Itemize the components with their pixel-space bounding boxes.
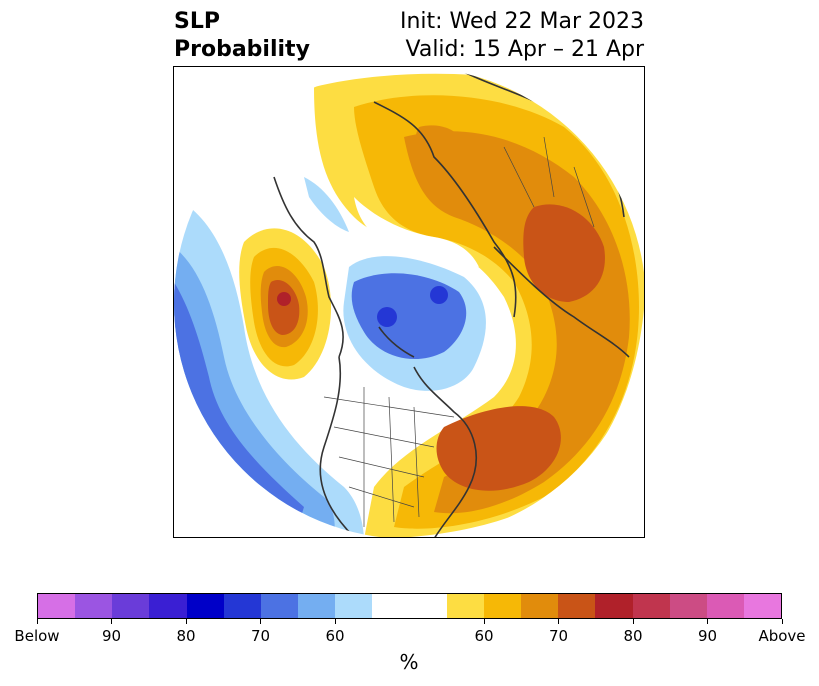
colorbar-tick-label: 60 — [325, 627, 345, 645]
colorbar-segment — [483, 594, 522, 618]
valid-range: Valid: 15 Apr – 21 Apr — [405, 37, 645, 62]
colorbar-tick-label: 70 — [250, 627, 271, 645]
colorbar-tickmark — [632, 619, 634, 624]
probability-map-svg — [174, 67, 644, 537]
colorbar-segment — [409, 594, 447, 618]
colorbar-segment — [521, 594, 559, 618]
colorbar-segment — [446, 594, 484, 618]
colorbar-segment — [298, 594, 336, 618]
colorbar-tick-label: Below — [14, 627, 60, 645]
colorbar — [37, 593, 782, 619]
colorbar-segment — [372, 594, 410, 618]
colorbar-segment — [595, 594, 633, 618]
colorbar-segment — [223, 594, 261, 618]
colorbar-unit: % — [399, 650, 419, 674]
colorbar-segment — [260, 594, 299, 618]
colorbar-tickmark — [111, 619, 112, 624]
colorbar-segment — [75, 594, 113, 618]
colorbar-segment — [669, 594, 707, 618]
colorbar-segment — [558, 594, 596, 618]
colorbar-tick-label: 70 — [548, 627, 569, 645]
polar-map — [173, 66, 645, 538]
near-normal-atlantic — [354, 197, 479, 267]
borders — [323, 136, 595, 527]
colorbar-segment — [149, 594, 187, 618]
title-variable: SLP — [174, 9, 220, 34]
colorbar-tick-label: 90 — [697, 627, 718, 645]
colorbar-segment — [38, 594, 76, 618]
colorbar-tickmark — [483, 619, 485, 624]
colorbar-tickmark — [781, 619, 783, 624]
colorbar-segment — [706, 594, 744, 618]
title-right: Init: Wed 22 Mar 2023 Valid: 15 Apr – 21… — [400, 8, 644, 64]
colorbar-tickmark — [185, 619, 187, 624]
colorbar-tick-label: 80 — [176, 627, 196, 645]
colorbar-segment — [743, 594, 782, 618]
colorbar-segment — [335, 594, 373, 618]
colorbar-segment — [112, 594, 150, 618]
colorbar-tick-label: Above — [758, 627, 806, 645]
colorbar-tick-label: 90 — [101, 627, 122, 645]
colorbar-tickmark — [558, 619, 559, 624]
colorbar-tick-label: 60 — [474, 627, 494, 645]
colorbar-tickmark — [260, 619, 261, 624]
colorbar-tickmark — [334, 619, 336, 624]
title-left: SLP Probability — [174, 8, 310, 64]
title-quantity: Probability — [174, 37, 310, 62]
init-date: Init: Wed 22 Mar 2023 — [399, 9, 644, 34]
colorbar-tick-label: 80 — [623, 627, 643, 645]
colorbar-segment — [186, 594, 224, 618]
colorbar-segment — [632, 594, 670, 618]
colorbar-tickmark — [36, 619, 38, 624]
colorbar-tickmark — [707, 619, 708, 624]
